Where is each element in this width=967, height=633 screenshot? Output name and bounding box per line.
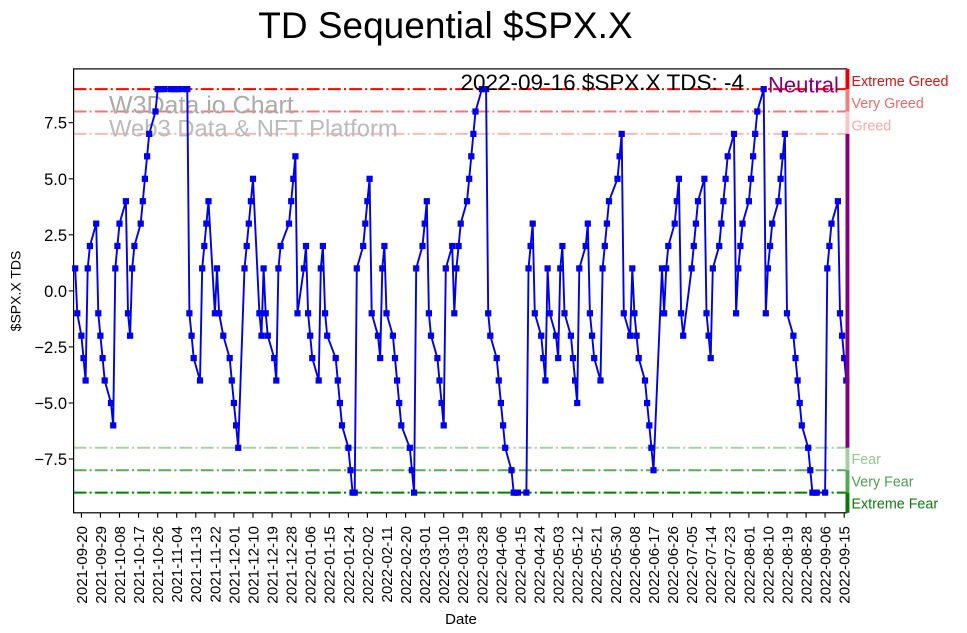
svg-text:2022-01-24: 2022-01-24 [341,526,358,604]
svg-text:−5.0: −5.0 [34,395,67,413]
svg-text:Neutral: Neutral [768,73,839,98]
svg-text:2022-07-14: 2022-07-14 [703,526,720,604]
svg-text:2.5: 2.5 [44,227,67,245]
svg-text:2022-05-21: 2022-05-21 [589,526,606,604]
svg-text:2022-04-06: 2022-04-06 [493,526,510,604]
svg-text:2022-03-19: 2022-03-19 [455,526,472,604]
svg-text:2022-08-01: 2022-08-01 [741,526,758,604]
svg-text:2022-06-08: 2022-06-08 [627,526,644,604]
svg-text:2021-11-04: 2021-11-04 [169,526,186,603]
svg-text:5.0: 5.0 [44,171,67,189]
svg-text:TD Sequential $SPX.X: TD Sequential $SPX.X [258,5,632,46]
svg-text:Greed: Greed [852,119,892,135]
svg-text:Very Fear: Very Fear [852,474,914,490]
svg-text:2021-12-19: 2021-12-19 [265,526,282,604]
svg-text:Date: Date [445,611,477,628]
svg-text:Extreme Greed: Extreme Greed [852,74,949,90]
svg-text:2021-10-08: 2021-10-08 [112,526,129,604]
svg-text:2022-05-30: 2022-05-30 [608,526,625,604]
svg-text:7.5: 7.5 [44,115,67,133]
svg-text:2021-10-26: 2021-10-26 [150,526,167,604]
svg-text:$SPX.X TDS: $SPX.X TDS [8,251,24,332]
svg-text:2021-09-29: 2021-09-29 [93,526,110,604]
svg-text:2022-03-28: 2022-03-28 [474,526,491,604]
svg-text:2022-06-26: 2022-06-26 [665,526,682,604]
svg-text:2022-05-12: 2022-05-12 [570,526,587,604]
svg-text:2022-04-15: 2022-04-15 [512,526,529,604]
svg-text:Fear: Fear [852,452,882,468]
svg-text:2021-10-17: 2021-10-17 [131,526,148,604]
svg-text:2022-01-15: 2022-01-15 [322,526,339,604]
svg-text:2021-12-01: 2021-12-01 [226,526,243,604]
svg-text:2022-09-16 $SPX.X TDS: -4: 2022-09-16 $SPX.X TDS: -4 [461,70,745,95]
svg-text:2022-08-28: 2022-08-28 [799,526,816,604]
svg-text:−7.5: −7.5 [34,451,67,469]
svg-text:2022-02-11: 2022-02-11 [379,526,396,603]
svg-text:2022-01-06: 2022-01-06 [303,526,320,604]
svg-text:2022-06-17: 2022-06-17 [646,526,663,604]
svg-text:2022-09-15: 2022-09-15 [837,526,854,604]
svg-text:Very Greed: Very Greed [852,96,924,112]
svg-text:0.0: 0.0 [44,283,67,301]
svg-text:2022-05-03: 2022-05-03 [551,526,568,604]
svg-text:2022-08-10: 2022-08-10 [760,526,777,604]
svg-text:2021-09-20: 2021-09-20 [74,526,91,604]
svg-text:−2.5: −2.5 [34,339,67,357]
svg-text:2022-03-01: 2022-03-01 [417,526,434,604]
svg-text:2022-02-20: 2022-02-20 [398,526,415,604]
svg-text:2022-07-05: 2022-07-05 [684,526,701,604]
svg-text:2022-08-19: 2022-08-19 [779,526,796,604]
svg-text:2021-11-22: 2021-11-22 [207,526,224,603]
svg-text:2022-02-02: 2022-02-02 [360,526,377,604]
svg-text:2021-12-10: 2021-12-10 [245,526,262,604]
svg-text:2021-12-28: 2021-12-28 [284,526,301,604]
svg-text:Web3 Data & NFT Platform: Web3 Data & NFT Platform [109,115,398,142]
svg-text:2021-11-13: 2021-11-13 [188,526,205,603]
svg-text:2022-09-06: 2022-09-06 [818,526,835,604]
svg-text:2022-07-23: 2022-07-23 [722,526,739,604]
svg-text:2022-03-10: 2022-03-10 [436,526,453,604]
svg-text:W3Data.io Chart: W3Data.io Chart [109,92,294,120]
svg-text:Extreme Fear: Extreme Fear [852,497,939,513]
svg-text:2022-04-24: 2022-04-24 [532,526,549,604]
